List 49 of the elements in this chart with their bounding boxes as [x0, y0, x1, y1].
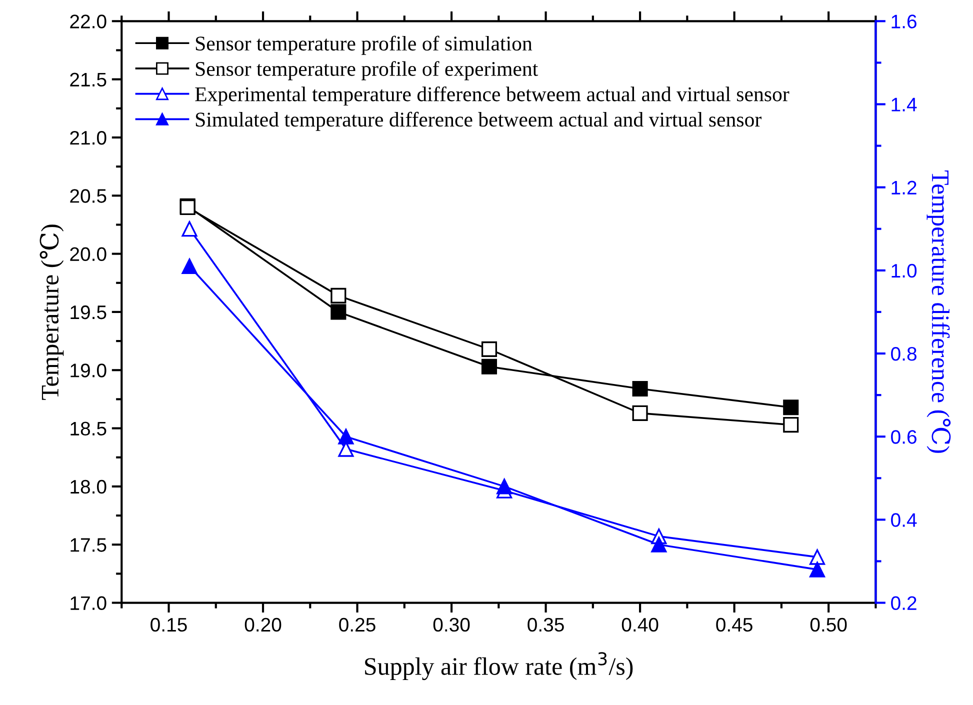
- y-tick-label: 19.5: [70, 305, 106, 320]
- x-axis-title: Supply air flow rate (m$^{3}$/s): [365, 652, 633, 680]
- y2-tick-label: 0.4: [891, 513, 917, 527]
- point: [632, 380, 648, 397]
- x-tick-label: 0.50: [810, 618, 847, 632]
- y-tick-label: 17.0: [70, 596, 106, 610]
- point: [330, 288, 346, 304]
- point: [338, 428, 354, 444]
- point: [632, 405, 648, 421]
- x-tick-label: 0.35: [528, 618, 564, 632]
- point: [330, 304, 346, 320]
- y-tick-label: 19.0: [70, 364, 106, 378]
- legend-label: Sensor temperature profile of simulation: [196, 36, 532, 55]
- x-tick-label: 0.25: [339, 618, 376, 632]
- y-tick-label: 17.5: [70, 538, 106, 552]
- x-tick-label: 0.30: [433, 618, 470, 632]
- legend-label: Experimental temperature difference betweem actual and virtual sensor: [195, 86, 790, 106]
- point: [182, 258, 198, 274]
- x-tick-label: 0.40: [622, 618, 658, 632]
- point: [809, 549, 826, 565]
- point: [481, 358, 498, 374]
- point: [809, 562, 826, 578]
- y-tick-label: 18.5: [70, 422, 106, 436]
- y2-tick-label: 1.4: [892, 98, 917, 112]
- y-tick-label: 18.0: [70, 480, 106, 494]
- y2-axis-title: Temperature difference (℃): [926, 170, 951, 453]
- point: [783, 417, 799, 433]
- x-tick-label: 0.15: [150, 618, 187, 632]
- legend-label: Simulated temperature difference betweem actual and virtual sensor: [196, 112, 762, 131]
- y2-tick-label: 1.6: [892, 14, 916, 28]
- y2-tick-label: 1.0: [892, 264, 917, 278]
- y2-tick-label: 0.8: [891, 346, 916, 361]
- y2-tick-label: 1.2: [892, 180, 916, 194]
- y-tick-label: 20.5: [70, 189, 106, 203]
- point: [496, 478, 512, 494]
- x-tick-label: 0.45: [716, 618, 752, 632]
- legend-label: Sensor temperature profile of experiment: [196, 61, 538, 80]
- x-tick-label: 0.20: [244, 618, 282, 632]
- y-tick-label: 21.5: [70, 72, 106, 87]
- y-tick-label: 21.0: [70, 130, 106, 145]
- point: [651, 536, 667, 552]
- point: [182, 221, 198, 237]
- point: [481, 341, 498, 357]
- y-axis-title: Temperature (℃): [40, 224, 64, 400]
- y-tick-label: 22.0: [70, 14, 106, 28]
- y2-tick-label: 0.6: [891, 430, 916, 444]
- y-tick-label: 20.0: [70, 247, 106, 262]
- y2-tick-label: 0.2: [891, 596, 916, 610]
- point: [783, 400, 799, 416]
